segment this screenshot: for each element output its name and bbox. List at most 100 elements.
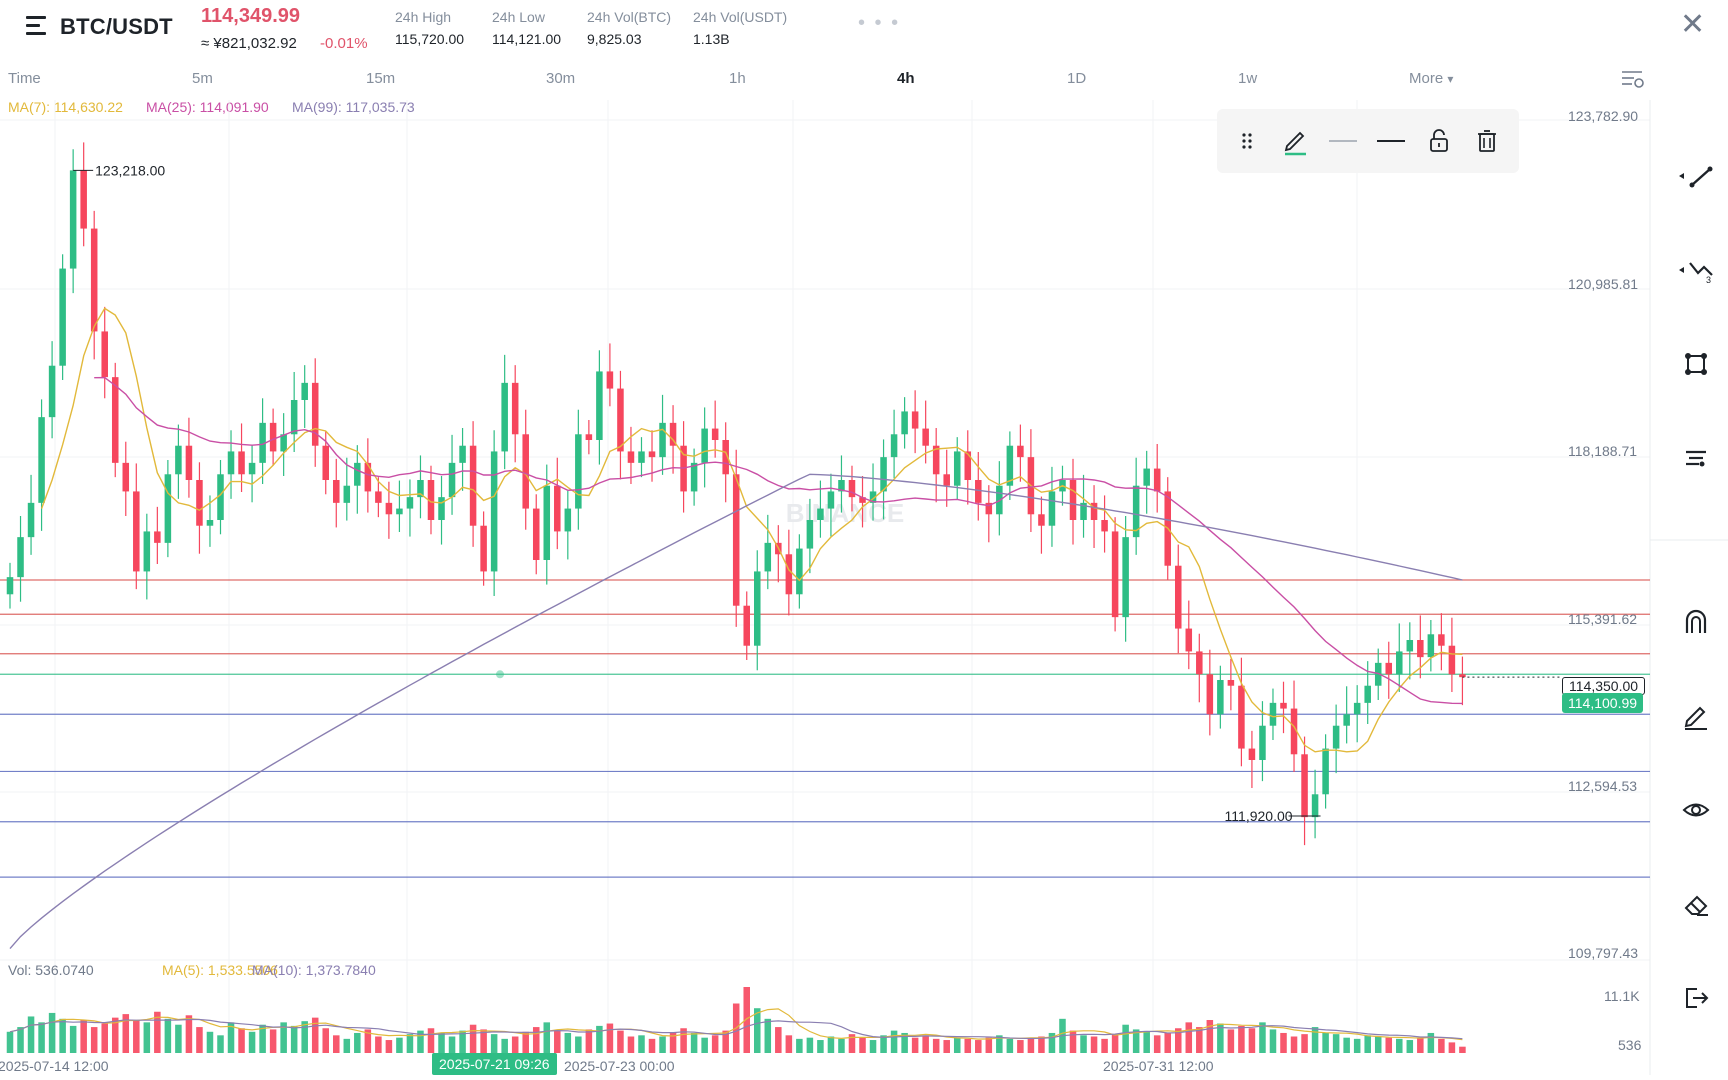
candle-body (1406, 640, 1414, 652)
candle-body (1280, 702, 1287, 709)
candle-body (238, 451, 245, 475)
magnet-icon[interactable] (1676, 602, 1716, 642)
volume-bar (743, 987, 751, 1053)
chevron-down-icon: ▾ (1447, 72, 1454, 86)
fib-icon[interactable]: 3 (1676, 250, 1716, 290)
volume-bar (1459, 1046, 1466, 1053)
line-style-thin-icon[interactable] (1325, 123, 1361, 159)
volume-bar (396, 1037, 403, 1053)
tab-time[interactable]: Time (8, 70, 41, 87)
volume-bar (6, 1031, 14, 1053)
tab-15m[interactable]: 15m (366, 70, 396, 87)
candle-body (248, 462, 256, 475)
volume-bar (459, 1030, 466, 1053)
candle-body (417, 480, 424, 498)
volume-bar (417, 1030, 424, 1053)
volume-bar (753, 1008, 761, 1053)
volume-bar (701, 1037, 708, 1053)
vol-ma5-line (9, 1008, 1463, 1041)
more-dots-icon[interactable]: • • • (858, 12, 901, 34)
trash-icon[interactable] (1469, 123, 1505, 159)
volume-bar (1143, 1031, 1150, 1053)
close-icon[interactable]: ✕ (1680, 8, 1706, 41)
candle-body (1017, 445, 1024, 458)
tab-1h[interactable]: 1h (729, 70, 746, 87)
volume-bar (785, 1035, 793, 1053)
volume-bar (1385, 1037, 1393, 1053)
candle-body (1090, 502, 1098, 520)
candle-body (869, 491, 877, 503)
volume-bar (648, 1038, 656, 1053)
unlock-icon[interactable] (1421, 123, 1457, 159)
candle-body (564, 508, 572, 532)
candle-body (596, 371, 603, 440)
drag-handle-icon[interactable] (1229, 123, 1265, 159)
menu-icon[interactable] (26, 16, 50, 38)
tab-1d[interactable]: 1D (1067, 70, 1087, 87)
volume-bar (911, 1037, 919, 1053)
volume-bar (1353, 1038, 1361, 1053)
volume-bar (848, 1034, 856, 1053)
candle-body (606, 371, 614, 389)
time-axis-label: 2025-07-23 00:00 (564, 1058, 675, 1074)
volume-bar (996, 1035, 1003, 1053)
candle-body (196, 480, 203, 526)
shape-icon[interactable] (1676, 344, 1716, 384)
watermark: BINANCE (786, 498, 904, 528)
tab-30m[interactable]: 30m (546, 70, 576, 87)
volume-bar (827, 1036, 835, 1053)
last-price: 114,349.99 (201, 5, 300, 27)
chart-grid (0, 100, 1728, 1075)
chart-settings-icon[interactable] (1620, 68, 1646, 90)
volume-bar (838, 1038, 845, 1053)
eraser-icon[interactable] (1676, 884, 1716, 924)
text-tool-icon[interactable] (1676, 438, 1716, 478)
exit-icon[interactable] (1676, 978, 1716, 1018)
volume-bar (375, 1036, 382, 1053)
tab-more[interactable]: More ▾ (1409, 70, 1453, 87)
line-style-thick-icon[interactable] (1373, 123, 1409, 159)
candle-body (480, 525, 487, 572)
pencil-icon[interactable] (1277, 123, 1313, 159)
moving-averages (9, 307, 1463, 950)
volume-bar (1048, 1032, 1056, 1053)
candle-body (911, 411, 919, 429)
candle-body (554, 485, 561, 532)
trading-pair-title[interactable]: BTC/USDT (60, 14, 173, 39)
candle-body (1353, 702, 1361, 715)
volume-bar (185, 1015, 193, 1053)
candle-body (743, 605, 751, 646)
candle-body (1322, 748, 1329, 795)
candle-body (532, 508, 540, 560)
candle-body (1038, 514, 1045, 526)
candle-body (1248, 748, 1256, 760)
volume-bar (617, 1030, 624, 1053)
trendline-icon[interactable] (1676, 156, 1716, 196)
volume-bar (27, 1016, 35, 1053)
price-axis-label: 123,782.90 (1568, 108, 1639, 124)
candle-body (669, 422, 677, 446)
volume-bar (554, 1030, 561, 1053)
tab-5m[interactable]: 5m (192, 70, 213, 87)
volume-bar (38, 1022, 45, 1053)
volume-bar (806, 1037, 814, 1053)
volume-bar (1017, 1040, 1024, 1053)
volume-bar (1132, 1029, 1140, 1053)
stat-24h-high-label: 24h High (395, 9, 452, 25)
candle-body (38, 417, 45, 503)
volume-bar (1122, 1024, 1129, 1053)
volume-bar (1164, 1032, 1171, 1053)
candle-body (469, 445, 477, 526)
volume-bar (985, 1037, 993, 1053)
candle-body (827, 491, 835, 509)
candle-body (154, 531, 161, 543)
tab-4h[interactable]: 4h (897, 70, 915, 87)
candle-body (817, 508, 824, 520)
candle-body (522, 434, 529, 509)
tab-1w[interactable]: 1w (1238, 70, 1258, 87)
candle-body (69, 170, 77, 269)
tab-more-label: More (1409, 70, 1444, 87)
eye-icon[interactable] (1676, 790, 1716, 830)
pencil-draw-icon[interactable] (1676, 696, 1716, 736)
